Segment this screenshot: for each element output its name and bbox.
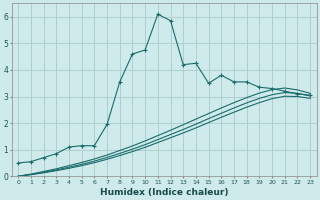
X-axis label: Humidex (Indice chaleur): Humidex (Indice chaleur) [100,188,228,197]
